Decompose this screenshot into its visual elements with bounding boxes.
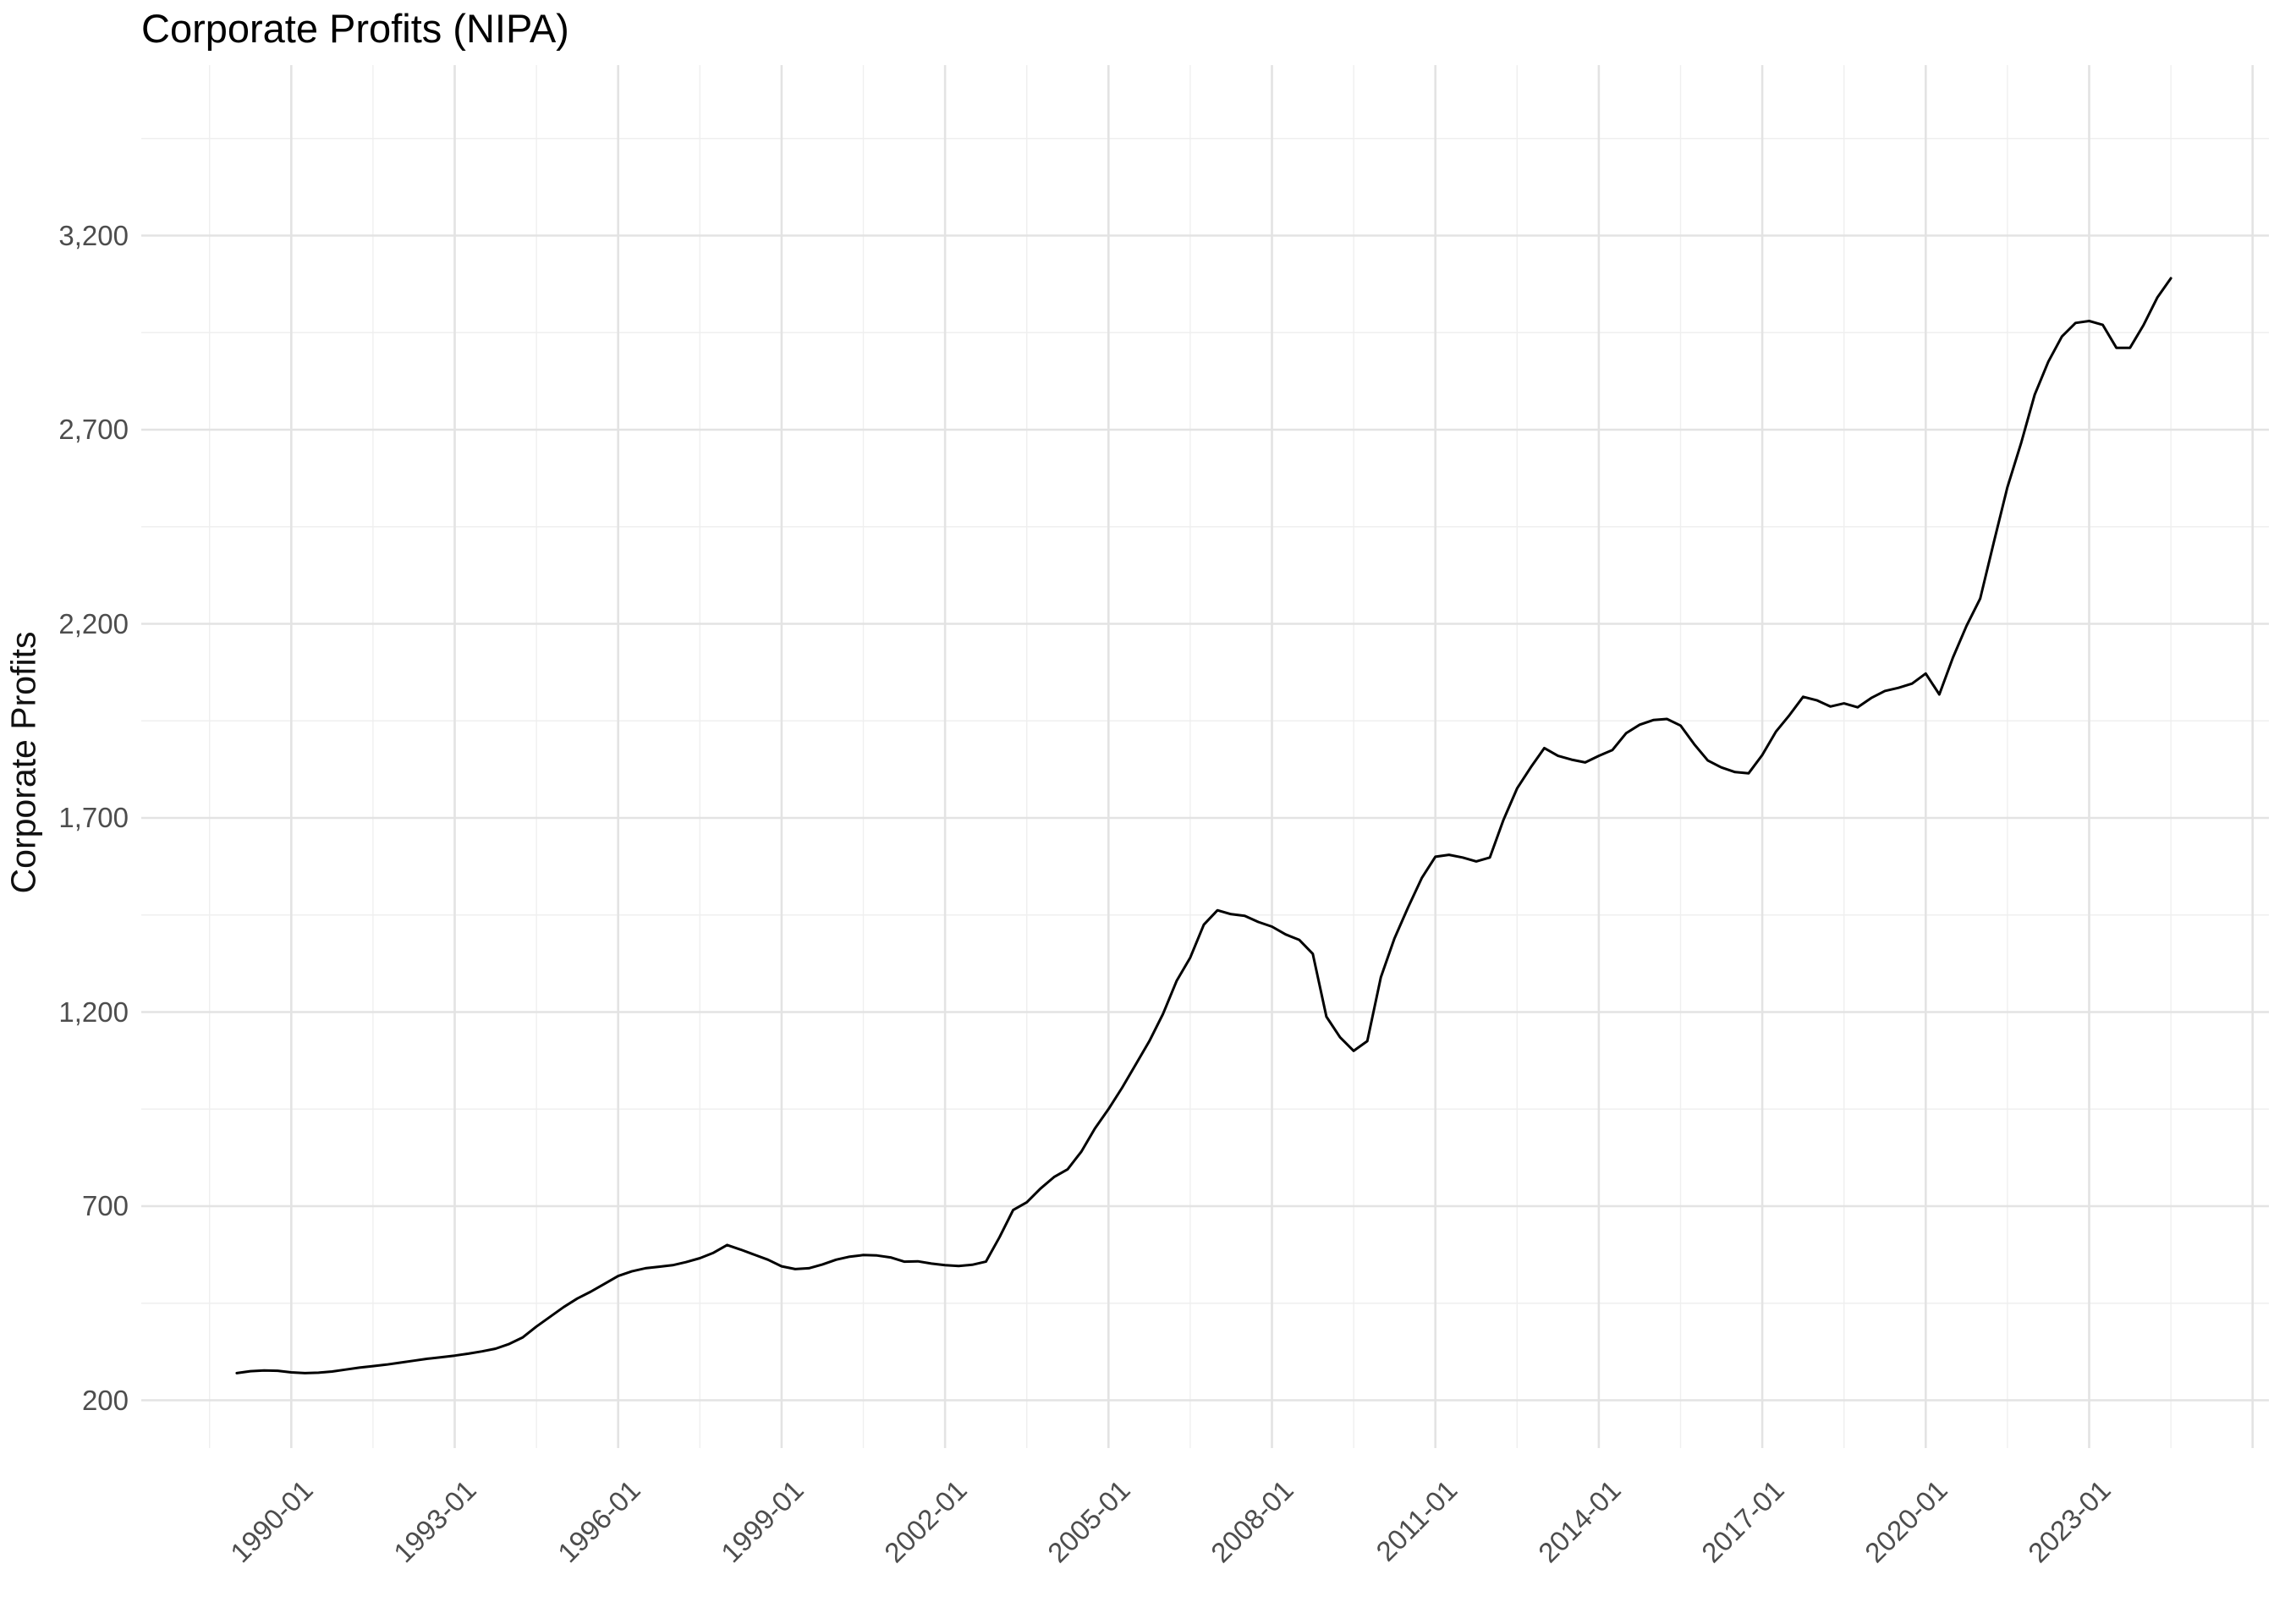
y-tick-label: 3,200	[58, 219, 129, 251]
chart-title: Corporate Profits (NIPA)	[141, 6, 569, 51]
y-axis-title: Corporate Profits	[3, 631, 43, 894]
y-tick-label: 700	[81, 1190, 129, 1221]
profits-line	[235, 277, 2172, 1374]
y-tick-label: 2,200	[58, 607, 129, 639]
y-tick-label: 2,700	[58, 414, 129, 445]
y-tick-label: 200	[81, 1384, 129, 1416]
y-tick-label: 1,700	[58, 802, 129, 833]
y-tick-label: 1,200	[58, 996, 129, 1028]
